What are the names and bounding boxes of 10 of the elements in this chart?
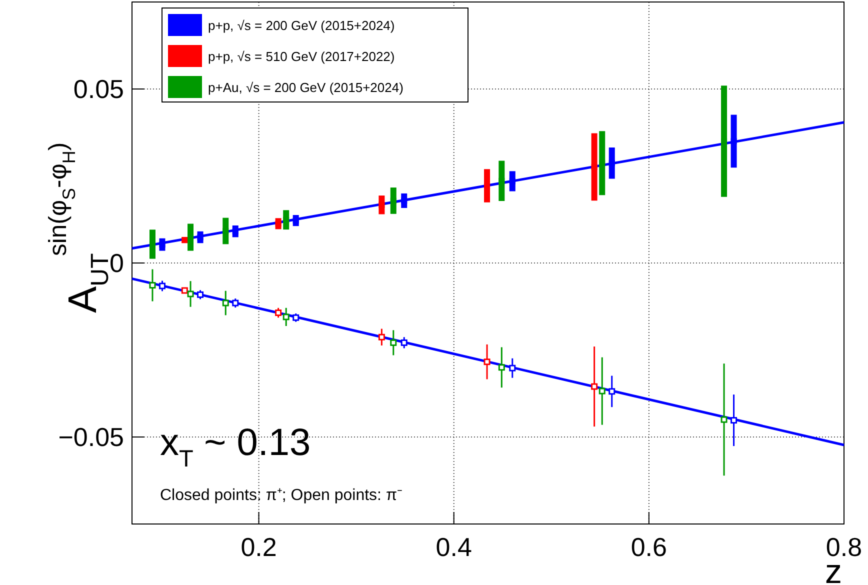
x-tick-label: 0.4	[436, 532, 472, 562]
y-tick-label: −0.05	[58, 422, 124, 452]
x-tick-label: 0.6	[630, 532, 668, 562]
legend-label: p+p, √s = 510 GeV (2017+2022)	[208, 49, 395, 64]
y-tick-label: 0.05	[73, 74, 124, 104]
x-tick-label: 0.2	[240, 532, 277, 562]
legend-label: p+Au, √s = 200 GeV (2015+2024)	[208, 80, 404, 95]
annotation: x$_{T}$ ~ 0.13	[160, 422, 311, 472]
legend-label: p+p, √s = 200 GeV (2015+2024)	[208, 18, 395, 33]
annotation: Closed points: π⁺; Open points: π⁻	[160, 487, 402, 504]
